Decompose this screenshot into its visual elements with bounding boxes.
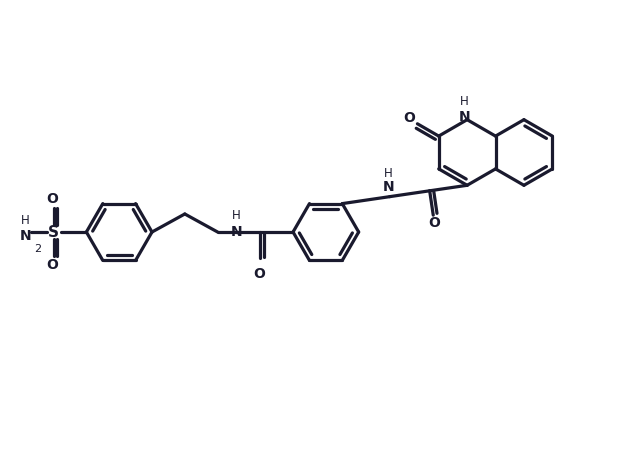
Text: H: H [460, 95, 468, 108]
Text: O: O [428, 216, 440, 230]
Text: N: N [458, 110, 470, 124]
Text: O: O [253, 267, 265, 281]
Text: N: N [231, 225, 243, 239]
Text: N: N [20, 229, 31, 243]
Text: H: H [384, 167, 393, 180]
Text: H: H [21, 214, 30, 227]
Text: S: S [48, 225, 59, 240]
Text: O: O [47, 192, 58, 206]
Text: O: O [403, 111, 415, 125]
Text: H: H [232, 209, 241, 222]
Text: O: O [47, 258, 58, 272]
Text: N: N [383, 180, 394, 194]
Text: 2: 2 [34, 244, 41, 254]
